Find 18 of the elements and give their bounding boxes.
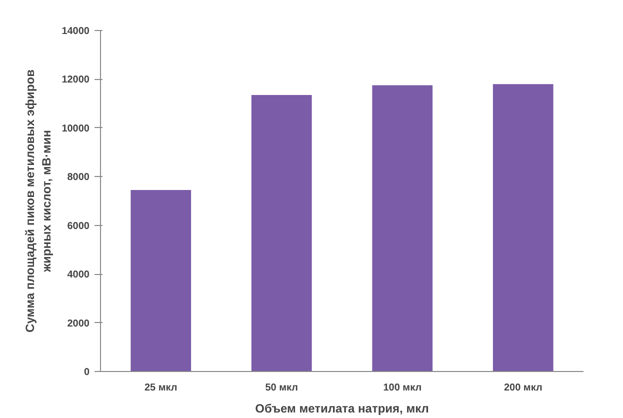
y-tick-label: 2000 [67, 318, 90, 330]
x-axis-title: Объем метилата натрия, мкл [255, 402, 429, 416]
x-tick-label: 100 мкл [383, 382, 422, 394]
y-axis-title: Сумма площадей пиков метиловых эфиров жирных кислот, мВ·мин [22, 70, 54, 332]
x-tick-label: 25 мкл [144, 382, 178, 394]
y-tick-label: 0 [84, 367, 90, 378]
y-tick-label: 6000 [67, 220, 90, 232]
bar [130, 190, 192, 372]
bar [251, 95, 312, 372]
bar [492, 84, 554, 372]
bar [372, 85, 433, 372]
y-tick-label: 8000 [67, 172, 90, 184]
x-tick-label: 200 мкл [504, 382, 542, 394]
y-tick-label: 4000 [67, 270, 90, 281]
x-tick-label: 50 мкл [265, 382, 298, 394]
y-tick-label: 12000 [62, 74, 90, 86]
y-tick-label: 14000 [62, 26, 90, 37]
y-tick-label: 10000 [62, 123, 90, 134]
